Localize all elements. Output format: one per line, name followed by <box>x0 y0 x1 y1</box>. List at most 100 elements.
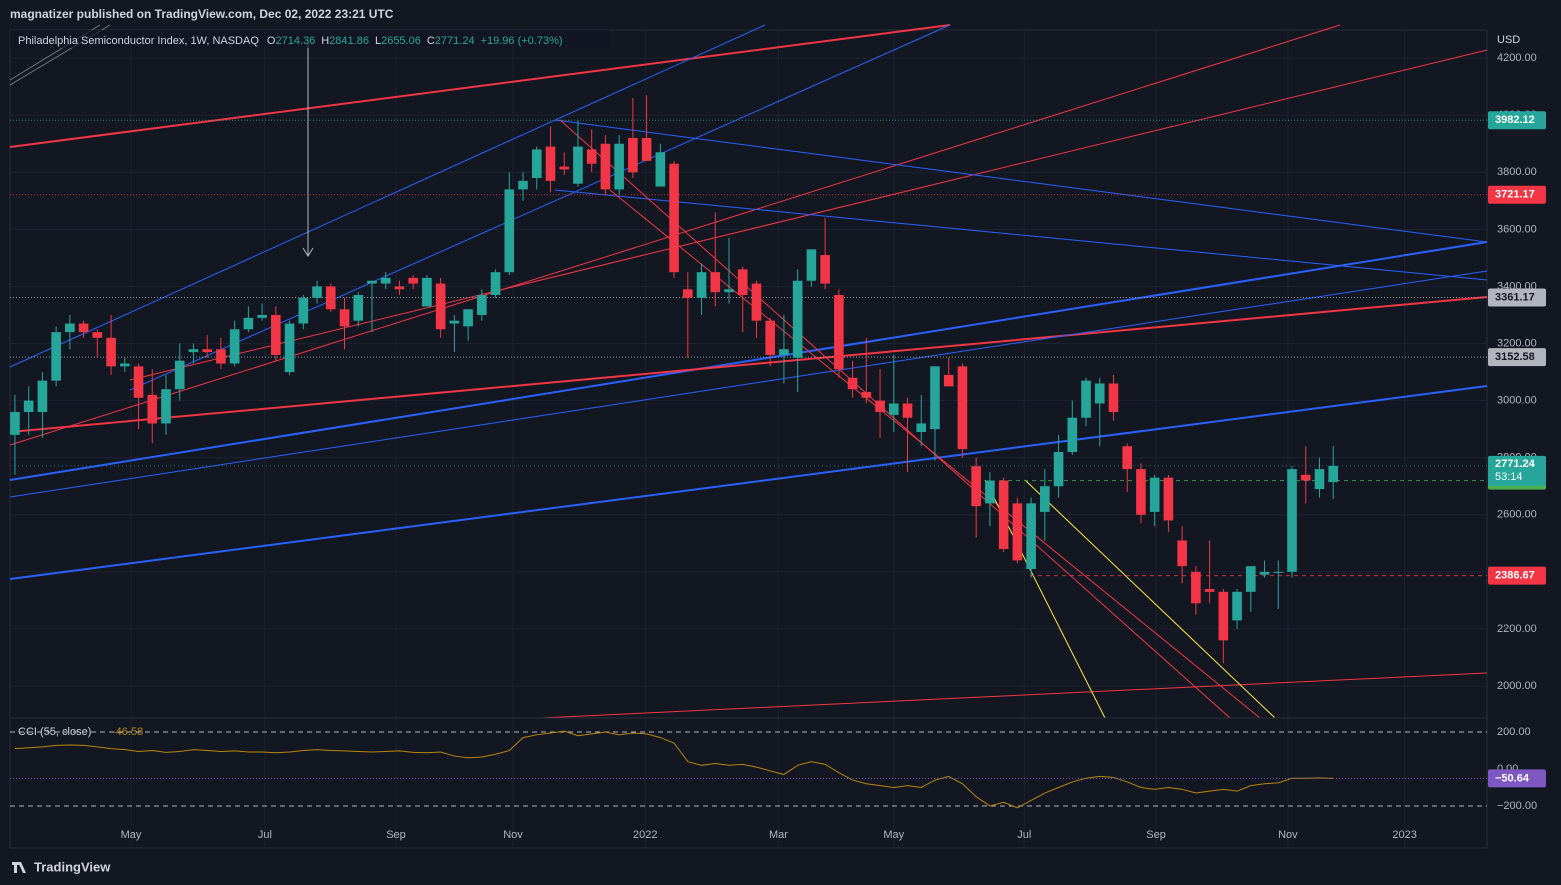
logo <box>12 862 26 873</box>
candle-body <box>957 366 968 450</box>
trend-line <box>554 189 1488 281</box>
candle-body <box>628 138 638 173</box>
y-tick-label: 3200.00 <box>1497 337 1537 349</box>
candle-body <box>37 380 48 413</box>
candle-body <box>765 320 776 355</box>
trend-line <box>129 24 951 391</box>
candle-body <box>1204 588 1215 592</box>
y-tick-label: 3800.00 <box>1497 166 1537 178</box>
candle-body <box>394 286 405 290</box>
cci-current-bg <box>1488 769 1546 788</box>
trend-line <box>129 49 1488 381</box>
legend-letter: C <box>427 35 435 47</box>
candle-body <box>1177 540 1187 567</box>
y-tick-label: 4200.00 <box>1497 52 1537 64</box>
candle-body <box>943 374 954 387</box>
candle-body <box>271 314 281 355</box>
x-tick-label: Jul <box>258 829 272 841</box>
legend-change: +19.96 (+0.73%) <box>481 35 563 47</box>
candle-body <box>408 277 418 284</box>
x-tick-label: Sep <box>386 829 406 841</box>
candle-body <box>916 423 927 433</box>
top-bar <box>0 0 1561 30</box>
x-tick-label: Sep <box>1146 829 1166 841</box>
arrow-head <box>302 247 314 257</box>
candle-body <box>367 280 377 284</box>
legend-letter: O <box>267 35 276 47</box>
candle-body <box>655 152 666 187</box>
trend-line <box>539 672 1488 719</box>
legend: Philadelphia Semiconductor Index, 1W, NA… <box>18 35 563 47</box>
cci-name: CCI (55, close) <box>18 726 91 738</box>
candle-body <box>710 272 721 293</box>
candle-body <box>806 249 817 281</box>
publisher: magnatizer published on TradingView.com,… <box>10 7 394 21</box>
legend-value: 2841.86 <box>329 35 369 47</box>
candle-body <box>559 166 570 170</box>
plot <box>10 95 1487 664</box>
candle-body <box>92 332 103 338</box>
candle-body <box>971 466 981 507</box>
candle-body <box>1122 446 1133 470</box>
x-tick-label: Nov <box>503 829 523 841</box>
candle-body <box>1012 503 1023 561</box>
candle-body <box>1081 380 1091 418</box>
candle-body <box>1273 571 1284 573</box>
level-label-bg <box>1488 566 1546 585</box>
level-label: 3721.17 <box>1495 189 1535 201</box>
candle-body <box>573 146 583 184</box>
candle-body <box>1163 477 1174 521</box>
candle-body <box>751 283 762 321</box>
level-label: 3361.17 <box>1495 291 1535 303</box>
candle-body <box>888 403 899 415</box>
legend-letter: H <box>321 35 329 47</box>
candle-body <box>696 272 707 298</box>
candle-body <box>106 337 116 367</box>
candle-body <box>1067 417 1078 452</box>
x-tick-label: Mar <box>769 829 788 841</box>
brand: TradingView <box>34 859 111 874</box>
candle-body <box>161 389 171 424</box>
candle-body <box>188 349 199 353</box>
candle-body <box>10 412 20 435</box>
candle-body <box>1259 571 1270 575</box>
level-label: 2386.67 <box>1495 570 1535 582</box>
legend-bg <box>10 30 610 48</box>
candle-body <box>724 289 734 293</box>
candle-body <box>545 146 556 181</box>
candle-body <box>380 277 391 284</box>
candle-body <box>119 363 130 367</box>
candle-body <box>202 349 212 353</box>
legend-value: 2714.36 <box>275 35 315 47</box>
candle-body <box>737 269 748 296</box>
candle-body <box>257 314 267 318</box>
trend-line <box>554 119 1488 243</box>
candle-body <box>1108 383 1119 413</box>
candle-body <box>1287 469 1297 572</box>
candle-body <box>1328 465 1339 483</box>
level-label: 3982.12 <box>1495 114 1535 126</box>
candle-body <box>586 149 597 164</box>
y-tick-label: 2600.00 <box>1497 509 1537 521</box>
footer <box>0 850 1561 885</box>
level-label: 3152.58 <box>1495 351 1535 363</box>
candle-body <box>284 323 295 373</box>
countdown: 53:14 <box>1495 471 1523 483</box>
candle-body <box>998 480 1009 550</box>
y-tick-label: 3600.00 <box>1497 223 1537 235</box>
cci-current-label: −50.64 <box>1495 772 1530 784</box>
candle-body <box>449 320 460 324</box>
candle-body <box>1149 477 1160 512</box>
currency: USD <box>1497 34 1520 46</box>
candle-body <box>174 360 185 390</box>
chart-frame <box>9 29 1488 849</box>
candle-body <box>463 309 473 327</box>
candle-body <box>435 283 446 330</box>
candle-body <box>682 289 693 298</box>
candle-body <box>504 189 515 273</box>
candle-body <box>861 392 872 398</box>
candle-body <box>1040 486 1050 512</box>
trend-line <box>9 296 1488 433</box>
candle-body <box>518 180 528 190</box>
